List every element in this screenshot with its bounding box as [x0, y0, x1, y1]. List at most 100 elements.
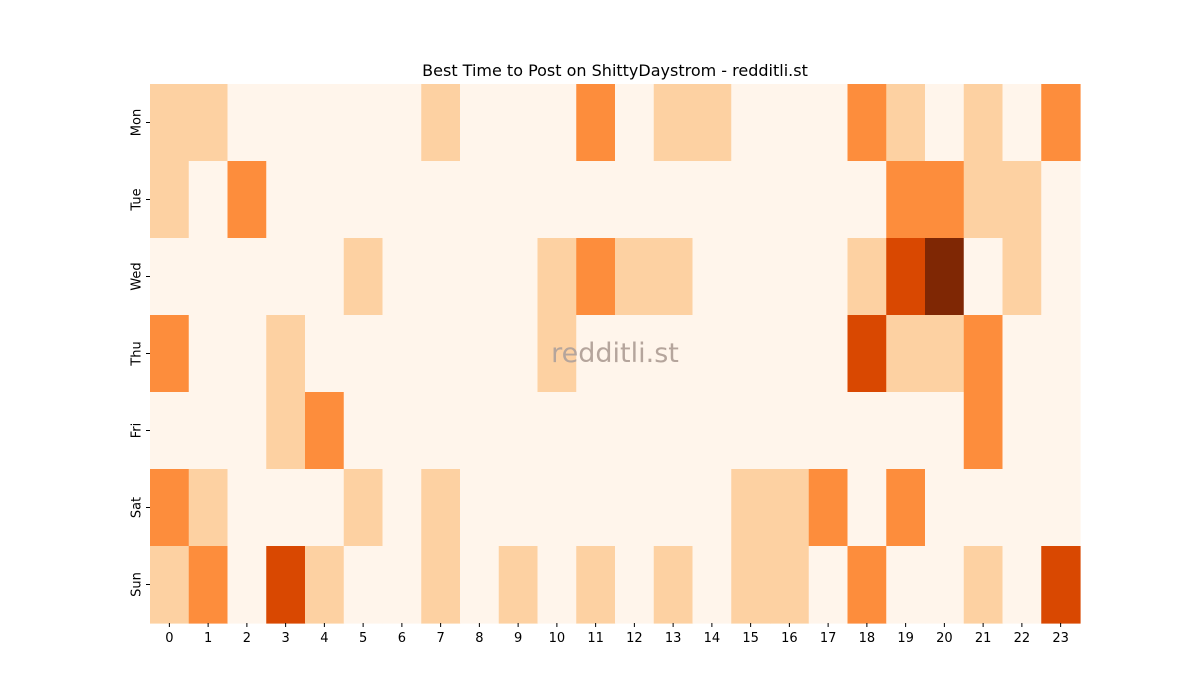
heatmap-cell-sat-20 [925, 469, 965, 547]
heatmap-cell-fri-23 [1041, 392, 1081, 470]
y-tick-label: Wed [130, 262, 145, 290]
heatmap-cell-tue-11 [576, 161, 616, 239]
heatmap-cell-wed-16 [770, 238, 810, 316]
heatmap-cell-wed-7 [421, 238, 461, 316]
x-tick-label: 6 [398, 631, 406, 646]
heatmap-cell-sat-4 [305, 469, 345, 547]
heatmap-cell-mon-20 [925, 84, 965, 162]
heatmap-cell-thu-15 [731, 315, 771, 393]
heatmap-cell-wed-5 [343, 238, 384, 316]
heatmap-cell-tue-3 [266, 161, 306, 239]
heatmap-cell-sat-12 [615, 469, 655, 547]
heatmap-cell-sun-16 [770, 546, 810, 624]
heatmap-cell-mon-21 [963, 84, 1004, 162]
heatmap-cell-wed-14 [692, 238, 732, 316]
heatmap-cell-mon-17 [808, 84, 849, 162]
heatmap-cell-mon-3 [266, 84, 306, 162]
heatmap-cell-sun-2 [227, 546, 267, 624]
x-tick-label: 5 [359, 631, 367, 646]
heatmap-cell-wed-23 [1041, 238, 1081, 316]
heatmap-cell-mon-6 [382, 84, 422, 162]
heatmap-cell-sat-16 [770, 469, 810, 547]
heatmap-cell-tue-9 [498, 161, 539, 239]
heatmap-cell-sun-5 [343, 546, 384, 624]
heatmap-cell-sat-18 [847, 469, 887, 547]
heatmap-cell-thu-4 [305, 315, 345, 393]
chart-title: Best Time to Post on ShittyDaystrom - re… [422, 61, 808, 80]
heatmap-cell-wed-3 [266, 238, 306, 316]
heatmap-cell-fri-3 [266, 392, 306, 470]
heatmap-cell-sat-19 [886, 469, 926, 547]
heatmap-cell-wed-15 [731, 238, 771, 316]
heatmap-cell-tue-12 [615, 161, 655, 239]
heatmap-cell-wed-1 [188, 238, 229, 316]
heatmap-cell-sun-22 [1002, 546, 1042, 624]
heatmap-cell-thu-6 [382, 315, 422, 393]
heatmap-cell-wed-12 [615, 238, 655, 316]
heatmap-cell-tue-21 [963, 161, 1004, 239]
watermark: redditli.st [551, 338, 679, 369]
heatmap-cell-wed-4 [305, 238, 345, 316]
heatmap-cell-thu-11 [576, 315, 616, 393]
heatmap-cell-mon-9 [498, 84, 539, 162]
heatmap-cell-sat-15 [731, 469, 771, 547]
y-tick-label: Sun [130, 572, 145, 597]
y-tick-label: Sat [130, 497, 145, 518]
x-tick-label: 22 [1014, 631, 1031, 646]
heatmap-cell-mon-15 [731, 84, 771, 162]
heatmap-cell-thu-22 [1002, 315, 1042, 393]
heatmap-cell-tue-8 [460, 161, 500, 239]
heatmap-cell-wed-13 [653, 238, 694, 316]
heatmap-cell-sat-11 [576, 469, 616, 547]
heatmap-cell-thu-19 [886, 315, 926, 393]
heatmap-cell-fri-6 [382, 392, 422, 470]
heatmap-cell-fri-17 [808, 392, 849, 470]
heatmap-cell-sun-6 [382, 546, 422, 624]
heatmap-cell-fri-22 [1002, 392, 1042, 470]
heatmap-cell-sun-14 [692, 546, 732, 624]
heatmap-cell-tue-0 [150, 161, 190, 239]
x-tick-label: 1 [204, 631, 212, 646]
heatmap-cell-fri-4 [305, 392, 345, 470]
heatmap-cell-sun-13 [653, 546, 694, 624]
heatmap-cell-thu-21 [963, 315, 1004, 393]
heatmap-cell-tue-4 [305, 161, 345, 239]
heatmap-cell-thu-5 [343, 315, 384, 393]
heatmap-cell-fri-14 [692, 392, 732, 470]
heatmap-cell-thu-14 [692, 315, 732, 393]
heatmap-cell-fri-13 [653, 392, 694, 470]
heatmap-cell-sun-9 [498, 546, 539, 624]
heatmap-cell-sun-23 [1041, 546, 1081, 624]
heatmap-cell-sat-13 [653, 469, 694, 547]
heatmap-cell-fri-11 [576, 392, 616, 470]
heatmap-cell-sun-20 [925, 546, 965, 624]
heatmap-cell-thu-12 [615, 315, 655, 393]
heatmap-cell-sat-21 [963, 469, 1004, 547]
x-tick-label: 8 [475, 631, 483, 646]
heatmap-cell-thu-23 [1041, 315, 1081, 393]
heatmap-cell-fri-0 [150, 392, 190, 470]
heatmap-cell-mon-4 [305, 84, 345, 162]
heatmap-cell-thu-18 [847, 315, 887, 393]
heatmap-cell-mon-8 [460, 84, 500, 162]
heatmap-cell-fri-15 [731, 392, 771, 470]
heatmap-cell-sat-5 [343, 469, 384, 547]
x-tick-label: 12 [626, 631, 643, 646]
heatmap-cell-tue-6 [382, 161, 422, 239]
y-axis: Mon Tue Wed Thu Fri Sat Sun [130, 109, 150, 597]
heatmap-cell-tue-16 [770, 161, 810, 239]
x-tick-label: 14 [704, 631, 721, 646]
heatmap-cell-mon-5 [343, 84, 384, 162]
heatmap-cell-sun-8 [460, 546, 500, 624]
heatmap-cell-sun-19 [886, 546, 926, 624]
heatmap-cell-fri-5 [343, 392, 384, 470]
x-tick-label: 19 [897, 631, 914, 646]
x-tick-label: 16 [781, 631, 798, 646]
heatmap-cell-thu-7 [421, 315, 461, 393]
heatmap-cell-sat-0 [150, 469, 190, 547]
heatmap-cell-mon-14 [692, 84, 732, 162]
x-tick-label: 4 [320, 631, 328, 646]
heatmap-cell-mon-1 [188, 84, 229, 162]
heatmap-cell-mon-13 [653, 84, 694, 162]
